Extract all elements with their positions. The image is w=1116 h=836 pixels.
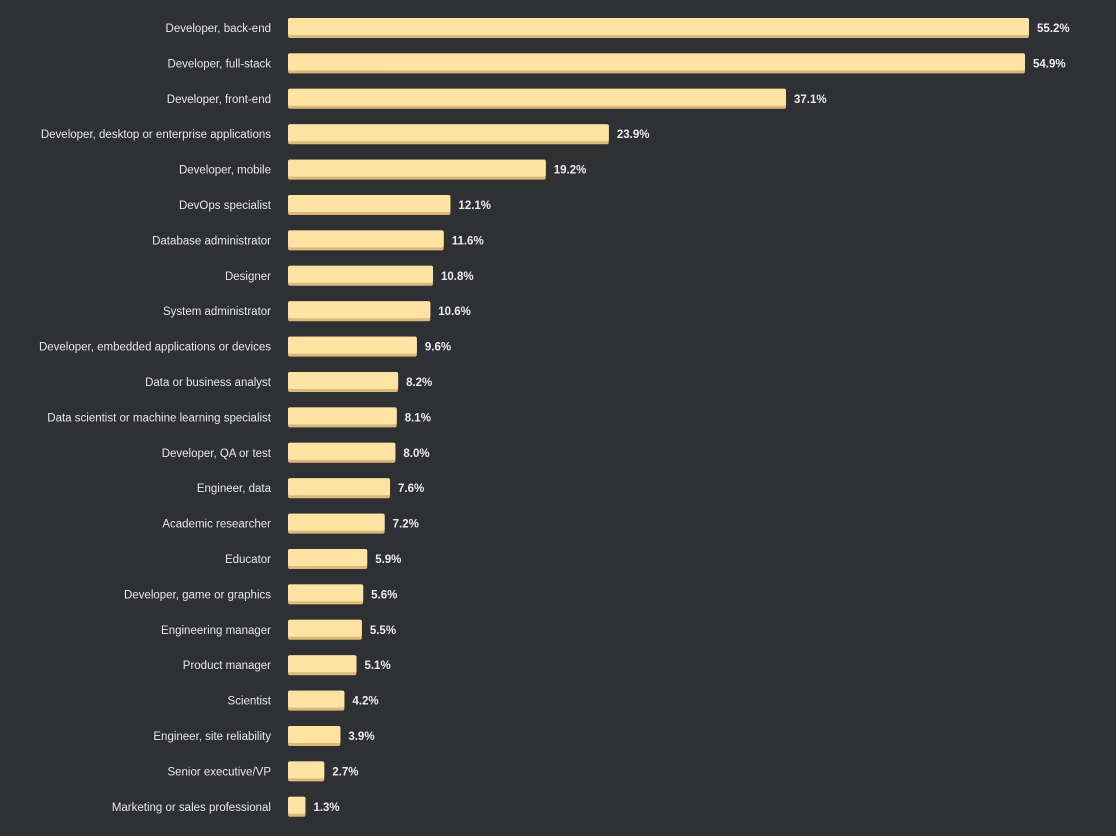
value-label: 2.7% [332, 766, 358, 778]
category-label: Developer, mobile [179, 165, 271, 177]
category-label: Developer, game or graphics [124, 589, 271, 601]
category-label: Developer, full-stack [167, 58, 271, 70]
bar [288, 18, 1029, 35]
category-label: Engineer, site reliability [153, 731, 271, 743]
value-label: 10.8% [441, 271, 474, 283]
category-label: Developer, back-end [166, 23, 271, 35]
category-label: Data or business analyst [145, 377, 272, 389]
value-label: 10.6% [438, 306, 471, 318]
bar-row: Academic researcher 7.2% [162, 513, 419, 534]
category-label: Scientist [228, 696, 272, 708]
value-label: 1.3% [313, 802, 339, 814]
category-label: System administrator [163, 306, 271, 318]
bar [288, 655, 357, 673]
bar [288, 407, 397, 425]
bar-row: Senior executive/VP 2.7% [167, 761, 358, 782]
category-label: Developer, desktop or enterprise applica… [41, 129, 271, 141]
bar-row: Developer, game or graphics 5.6% [124, 584, 397, 605]
bar-row: Data scientist or machine learning speci… [47, 407, 431, 428]
bar-row: Designer 10.8% [225, 265, 474, 286]
category-label: Engineer, data [197, 483, 272, 495]
bar [288, 513, 385, 531]
value-label: 23.9% [617, 129, 650, 141]
bar [288, 53, 1025, 71]
value-label: 4.2% [352, 696, 378, 708]
bar [288, 159, 546, 177]
bar-row: Developer, front-end 37.1% [167, 88, 827, 109]
bar-row: Developer, embedded applications or devi… [39, 336, 451, 357]
category-label: Data scientist or machine learning speci… [47, 412, 272, 424]
bar [288, 442, 396, 460]
bar [288, 301, 431, 319]
bar-row: Scientist 4.2% [228, 690, 379, 711]
bar [288, 690, 345, 708]
bar [288, 761, 325, 779]
bar-row: System administrator 10.6% [163, 301, 471, 322]
bar-row: Developer, back-end 55.2% [166, 18, 1070, 38]
bar-row: Developer, full-stack 54.9% [167, 53, 1066, 74]
bar-row: Engineer, site reliability 3.9% [153, 726, 375, 746]
category-label: Product manager [183, 660, 271, 672]
bar [288, 195, 451, 212]
category-label: Marketing or sales professional [112, 802, 271, 814]
bar-row: Engineering manager 5.5% [161, 619, 396, 640]
value-label: 5.1% [364, 660, 390, 672]
category-label: Developer, QA or test [162, 448, 272, 460]
bar [288, 619, 362, 637]
bar-row: Engineer, data 7.6% [197, 478, 424, 499]
value-label: 5.9% [375, 554, 401, 566]
category-label: Developer, embedded applications or devi… [39, 342, 271, 354]
category-label: Database administrator [152, 235, 271, 247]
bar-row: Marketing or sales professional 1.3% [112, 796, 340, 817]
category-label: Senior executive/VP [167, 766, 271, 778]
bar [288, 796, 306, 814]
value-label: 5.5% [370, 625, 396, 637]
value-label: 7.6% [398, 483, 424, 495]
category-label: Designer [225, 271, 271, 283]
value-label: 8.1% [405, 412, 431, 424]
bar [288, 336, 417, 354]
bar [288, 372, 399, 389]
bar [288, 549, 368, 566]
bar [288, 726, 341, 743]
value-label: 55.2% [1037, 23, 1070, 35]
bar [288, 584, 364, 602]
bar-row: DevOps specialist 12.1% [179, 195, 491, 215]
category-label: Developer, front-end [167, 94, 271, 106]
bar [288, 478, 391, 496]
value-label: 11.6% [452, 235, 484, 247]
bar [288, 124, 609, 142]
value-label: 12.1% [458, 200, 491, 212]
value-label: 9.6% [425, 342, 451, 354]
bar-row: Educator 5.9% [225, 549, 401, 569]
bar-row: Developer, mobile 19.2% [179, 159, 587, 180]
bar-row: Product manager 5.1% [183, 655, 391, 676]
bar-row: Developer, desktop or enterprise applica… [41, 124, 650, 145]
category-label: DevOps specialist [179, 200, 272, 212]
value-label: 5.6% [371, 589, 397, 601]
category-label: Engineering manager [161, 625, 271, 637]
value-label: 3.9% [348, 731, 374, 743]
value-label: 8.0% [403, 448, 429, 460]
value-label: 37.1% [794, 94, 827, 106]
bar-row: Database administrator 11.6% [152, 230, 484, 251]
value-label: 7.2% [393, 519, 419, 531]
bar [288, 265, 433, 283]
bar-row: Developer, QA or test 8.0% [162, 442, 430, 463]
category-label: Educator [225, 554, 271, 566]
value-label: 54.9% [1033, 58, 1066, 70]
bar [288, 230, 444, 248]
value-label: 19.2% [554, 165, 587, 177]
bar [288, 88, 787, 106]
value-label: 8.2% [406, 377, 432, 389]
bar-row: Data or business analyst 8.2% [145, 372, 432, 392]
category-label: Academic researcher [162, 519, 271, 531]
